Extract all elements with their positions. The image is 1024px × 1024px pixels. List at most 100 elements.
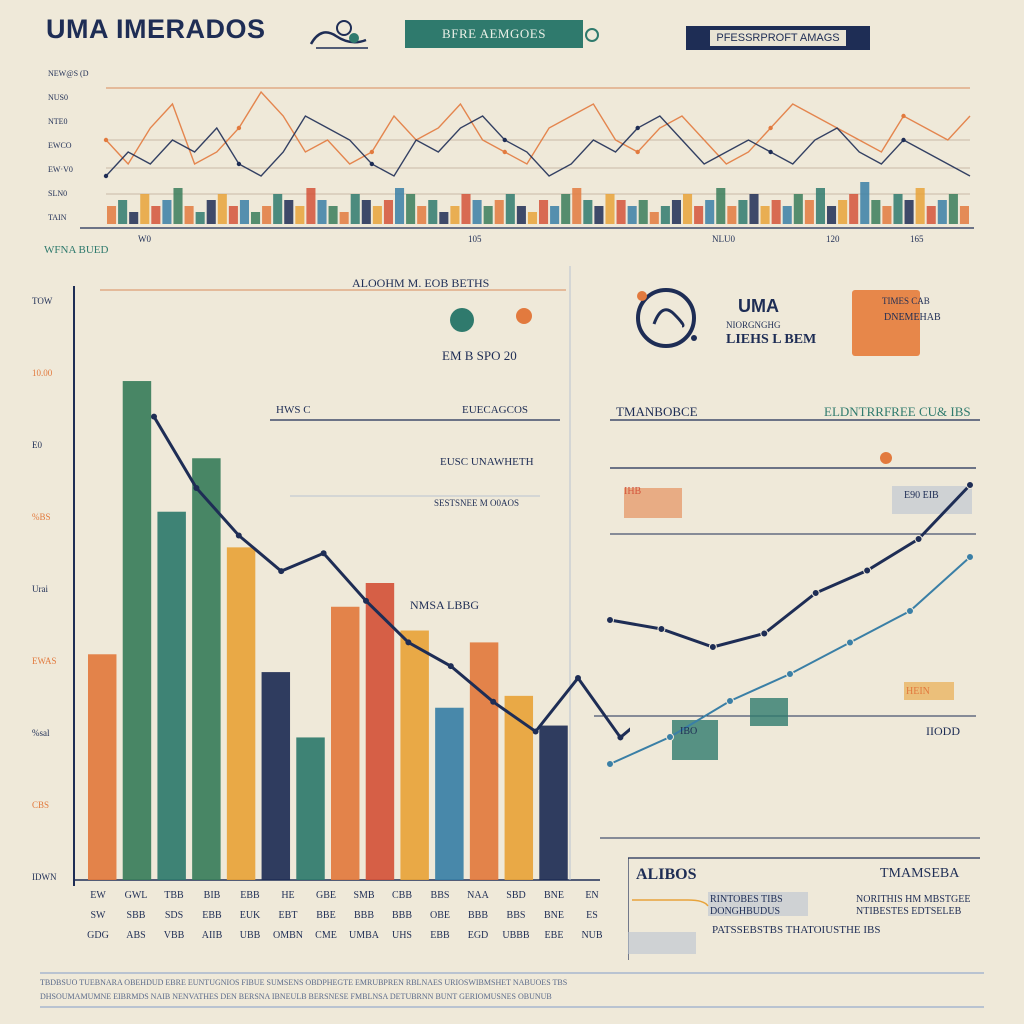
top-bar [472, 200, 482, 224]
top-series-point [901, 137, 906, 143]
top-y-tick-label: SLN0 [48, 189, 67, 198]
right-val-1: HEIN [906, 686, 930, 697]
top-bar [583, 200, 593, 224]
main-trend-line [152, 415, 630, 740]
bottom-right-title: TMAMSEBA [880, 866, 960, 881]
main-bar [365, 583, 395, 880]
row3: SESTSNEE M O0AOS [434, 498, 520, 508]
top-bar [660, 206, 670, 224]
main-bar [331, 606, 360, 880]
top-bar [871, 200, 881, 224]
top-bar [140, 194, 150, 224]
main-trend-point [447, 663, 454, 670]
main-x-tick-label: BBS [507, 910, 526, 921]
top-x-tick-label: NLU0 [712, 234, 735, 244]
main-x-tick-label: EBT [279, 910, 298, 921]
top-bar [505, 194, 515, 224]
top-series-point [768, 149, 773, 155]
main-trend-point [235, 532, 242, 539]
main-y-tick-label: EWAS [32, 656, 57, 666]
top-y-tick-label: EWCO [48, 141, 72, 150]
top-bar [372, 206, 382, 224]
top-bar [339, 212, 349, 224]
top-bar [671, 200, 681, 224]
main-y-tick-label: %BS [32, 512, 51, 522]
top-bar [129, 212, 139, 224]
main-x-tick-label: EUK [240, 910, 261, 921]
main-x-tick-label: BNE [544, 890, 564, 901]
row1-left: HWS C [276, 404, 311, 416]
main-x-tick-label: SDS [165, 910, 183, 921]
main-x-tick-label: SBB [127, 910, 146, 921]
top-series-point [901, 113, 906, 119]
right-series-point [811, 589, 820, 597]
main-x-tick-label: BNE [544, 910, 564, 921]
main-trend-point [278, 568, 285, 575]
right-inset-2: E90 EIB [904, 490, 939, 501]
bottom-left-title: ALIBOS [636, 866, 697, 883]
top-bar [948, 194, 958, 224]
bottom-right-line-1: NORITHIS HM MBSTGEE [856, 894, 971, 905]
right-series-point [846, 638, 854, 647]
right-series-point [966, 553, 974, 561]
top-bar [804, 200, 814, 224]
main-y-tick-label: Urai [32, 584, 48, 594]
main-trend-point [617, 734, 624, 741]
main-x-tick-label: BBB [392, 910, 412, 921]
main-x-tick-label: EBB [202, 910, 222, 921]
globe-logo-icon [636, 288, 697, 348]
main-x-tick-label: EW [90, 890, 106, 901]
top-bar [317, 200, 327, 224]
top-bar [915, 188, 925, 224]
main-x-tick-label: CME [315, 930, 337, 941]
right-left-title: TMANBOBCE [616, 404, 698, 419]
right-series-point [760, 629, 769, 638]
right-series-point [914, 535, 923, 543]
right-series-point [606, 760, 614, 768]
main-x-tick-label: CBB [392, 890, 412, 901]
top-bar [683, 194, 693, 224]
top-series-point [502, 149, 507, 155]
top-bar [904, 200, 914, 224]
right-right-title: ELDNTRRFREE CU& IBS [824, 404, 971, 419]
top-bar [206, 200, 216, 224]
right-value-box [750, 698, 788, 726]
right-series-point [966, 481, 974, 489]
top-series-point [103, 173, 109, 179]
top-bar [483, 206, 493, 224]
top-bar [262, 206, 272, 224]
top-bar [694, 206, 704, 224]
top-bar [228, 206, 238, 224]
top-bar [638, 200, 648, 224]
top-bar [383, 200, 393, 224]
top-bar [162, 200, 172, 224]
top-bar [350, 194, 360, 224]
top-bar [461, 194, 471, 224]
top-bar [705, 200, 715, 224]
right-series-point [666, 733, 674, 741]
top-bar [616, 200, 626, 224]
main-bar [504, 695, 534, 880]
top-bar [760, 206, 770, 224]
bottom-line-1: RINTOBES TIBS [710, 894, 783, 905]
card-label-2: DNEMEHAB [884, 312, 941, 323]
main-bar [157, 511, 186, 880]
top-bar [605, 194, 615, 224]
main-bar [400, 630, 429, 880]
top-series-point [236, 161, 242, 167]
orange-info-card [852, 290, 920, 356]
main-x-tick-label: UMBA [349, 930, 380, 941]
right-line-chart [594, 419, 980, 839]
top-series-point [635, 125, 640, 131]
top-bar [539, 200, 549, 224]
main-x-tick-label: NAA [467, 890, 489, 901]
top-series-point [236, 125, 242, 131]
bottom-line-2: DONGHBUDUS [710, 906, 781, 917]
main-trend-point [193, 484, 200, 491]
main-trend-point [490, 698, 497, 705]
main-x-tick-label: GBE [316, 890, 336, 901]
right-value-box [904, 682, 954, 700]
top-bar [195, 212, 205, 224]
top-bar [450, 206, 460, 224]
right-series-point [786, 670, 794, 678]
